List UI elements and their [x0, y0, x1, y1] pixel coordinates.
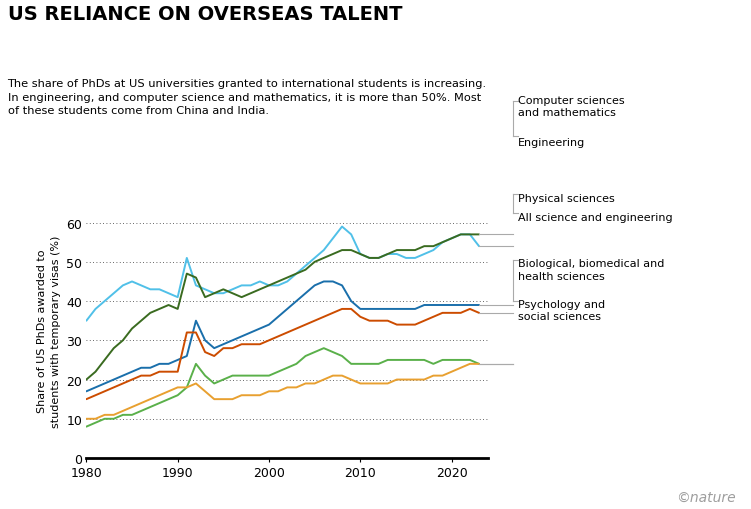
Text: Biological, biomedical and
health sciences: Biological, biomedical and health scienc…: [518, 259, 665, 281]
Text: Computer sciences
and mathematics: Computer sciences and mathematics: [518, 96, 625, 118]
Y-axis label: Share of US PhDs awarded to
students with temporary visas (%): Share of US PhDs awarded to students wit…: [38, 235, 61, 427]
Text: All science and engineering: All science and engineering: [518, 212, 673, 222]
Text: US RELIANCE ON OVERSEAS TALENT: US RELIANCE ON OVERSEAS TALENT: [8, 5, 402, 24]
Text: Engineering: Engineering: [518, 137, 586, 148]
Text: Physical sciences: Physical sciences: [518, 193, 615, 204]
Text: ©nature: ©nature: [677, 490, 736, 504]
Text: The share of PhDs at US universities granted to international students is increa: The share of PhDs at US universities gra…: [8, 79, 487, 116]
Text: Psychology and
social sciences: Psychology and social sciences: [518, 299, 605, 322]
